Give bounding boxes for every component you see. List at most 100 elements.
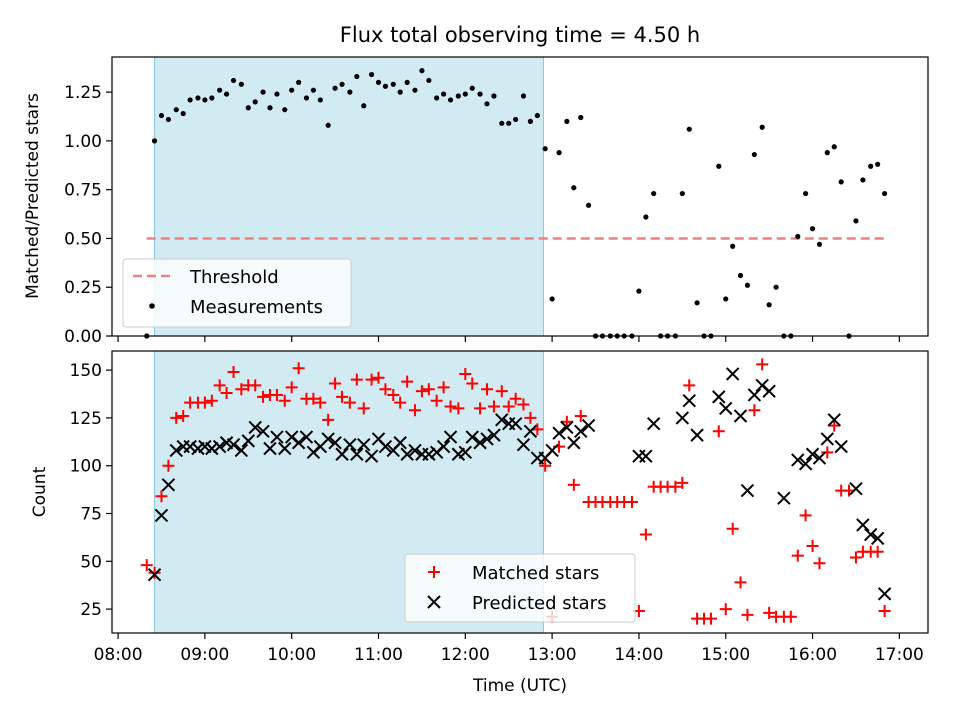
- measurement-point: [310, 87, 316, 93]
- matched-star-point: [329, 377, 342, 390]
- predicted-star-point: [436, 439, 451, 454]
- matched-star-point: [422, 383, 435, 396]
- matched-star-point: [828, 419, 841, 432]
- measurement-point: [542, 146, 548, 152]
- measurement-point: [303, 95, 310, 101]
- predicted-star-point: [278, 441, 292, 456]
- measurement-point: [679, 190, 685, 197]
- predicted-star-point: [495, 413, 509, 427]
- predicted-star-point: [458, 445, 473, 460]
- measurement-point: [578, 114, 584, 121]
- predicted-star-point: [169, 443, 183, 458]
- predicted-star-point: [183, 439, 197, 454]
- measurement-point: [332, 85, 338, 91]
- matched-star-point: [704, 612, 717, 625]
- matched-star-point: [849, 551, 862, 564]
- measurement-point: [151, 138, 158, 144]
- predicted-star-point: [465, 430, 479, 444]
- measurement-point: [426, 77, 432, 84]
- matched-star-point: [387, 388, 400, 401]
- predicted-star-point: [849, 481, 863, 496]
- measurement-point: [462, 91, 468, 97]
- bottom-ytick-label: 150: [70, 361, 102, 381]
- measurement-point: [868, 163, 874, 169]
- bottom-xtick-label: 15:00: [701, 645, 750, 665]
- predicted-star-point: [256, 424, 270, 439]
- bottom-xtick-label: 08:00: [94, 645, 143, 665]
- measurement-point: [434, 95, 440, 101]
- measurement-point: [737, 272, 744, 279]
- predicted-star-point: [523, 424, 538, 439]
- predicted-star-point: [733, 409, 748, 423]
- matched-star-point: [365, 373, 378, 386]
- measurement-point: [252, 99, 258, 105]
- predicted-star-point: [791, 453, 805, 467]
- measurement-point: [527, 118, 534, 124]
- predicted-star-point: [581, 418, 596, 433]
- matched-star-point: [314, 396, 327, 409]
- measurement-point: [419, 68, 425, 74]
- matched-star-point: [155, 490, 168, 503]
- measurement-point: [751, 151, 757, 158]
- matched-star-point: [487, 400, 500, 413]
- matched-star-point: [474, 402, 487, 415]
- matched-star-point: [285, 381, 298, 394]
- predicted-star-point: [248, 420, 262, 435]
- predicted-star-point: [798, 457, 813, 471]
- bottom-xtick-label: 12:00: [441, 645, 490, 665]
- top-ytick-label: 0.50: [64, 229, 102, 249]
- matched-star-point: [140, 559, 153, 572]
- predicted-star-point: [480, 432, 494, 446]
- measurement-point: [831, 144, 837, 150]
- measurement-point: [412, 87, 418, 93]
- predicted-star-point: [364, 449, 379, 463]
- matched-star-point: [539, 459, 552, 472]
- matched-star-point: [372, 371, 385, 384]
- matched-star-point: [220, 387, 233, 400]
- measurement-point: [881, 190, 888, 197]
- matched-star-point: [415, 385, 428, 398]
- measurement-point: [716, 163, 722, 169]
- measurement-point: [549, 296, 555, 302]
- measurement-point: [744, 282, 751, 288]
- legend-measurements-label: Measurements: [190, 297, 323, 318]
- predicted-star-point: [443, 430, 458, 444]
- predicted-star-point: [712, 390, 726, 404]
- bottom-legend: Matched stars Predicted stars: [404, 553, 636, 623]
- bottom-ytick-label: 50: [80, 552, 102, 572]
- measurement-point: [238, 81, 244, 87]
- measurement-point: [513, 116, 519, 123]
- predicted-star-point: [574, 424, 588, 439]
- predicted-star-point: [212, 439, 227, 454]
- top-ytick-label: 0.00: [64, 327, 102, 347]
- predicted-star-point: [147, 567, 162, 582]
- matched-star-point: [357, 402, 370, 415]
- predicted-star-point: [682, 394, 696, 408]
- measurement-point: [382, 83, 389, 89]
- predicted-star-point: [777, 491, 791, 505]
- measurement-point: [325, 122, 331, 128]
- matched-star-point: [748, 404, 761, 417]
- matched-star-point: [322, 413, 335, 426]
- matched-star-point: [430, 394, 443, 407]
- predicted-star-point: [241, 434, 255, 448]
- measurement-point: [209, 95, 215, 101]
- legend-matched-label: Matched stars: [472, 563, 599, 584]
- top-ytick-label: 0.75: [64, 181, 102, 201]
- matched-star-point: [401, 375, 414, 388]
- legend-matched-swatch: [428, 566, 440, 578]
- legend-threshold-label: Threshold: [189, 267, 279, 288]
- bottom-xtick-label: 09:00: [180, 645, 229, 665]
- matched-star-point: [205, 394, 218, 407]
- matched-star-point: [509, 392, 522, 405]
- predicted-star-point: [560, 420, 574, 435]
- predicted-star-point: [393, 436, 407, 450]
- measurement-point: [520, 93, 527, 99]
- matched-star-point: [437, 381, 450, 394]
- predicted-star-point: [545, 443, 559, 458]
- measurement-point: [180, 110, 186, 117]
- matched-star-point: [177, 410, 190, 423]
- matched-star-point: [249, 379, 262, 392]
- matched-star-point: [726, 522, 739, 535]
